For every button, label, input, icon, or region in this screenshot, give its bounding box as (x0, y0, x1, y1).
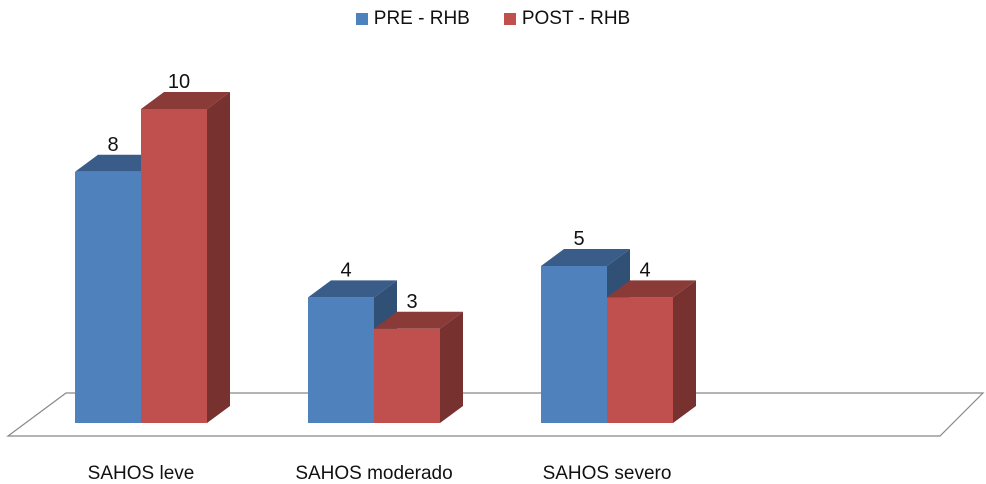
chart-floor (6, 392, 985, 437)
legend-swatch-pre (355, 13, 368, 25)
bar-top-1-0 (308, 280, 397, 298)
bar-2-0 (541, 266, 607, 423)
data-label-0-1: 10 (168, 71, 190, 93)
legend-label-post: POST - RHB (521, 8, 631, 29)
data-label-2-0: 5 (573, 228, 584, 250)
data-label-2-1: 4 (639, 259, 650, 281)
legend-item-pre: PRE - RHB (355, 8, 470, 30)
bar-0-1 (141, 109, 207, 423)
legend-label-pre: PRE - RHB (373, 8, 470, 29)
data-label-0-0: 8 (107, 134, 118, 156)
category-label-2: SAHOS severo (543, 463, 672, 484)
bar-top-1-1 (374, 311, 463, 329)
bar-0-0 (75, 171, 141, 423)
bar-1-0 (308, 297, 374, 423)
bar-side-1-1 (440, 311, 463, 423)
bar-top-2-1 (607, 280, 696, 298)
chart-legend: PRE - RHB POST - RHB (0, 8, 986, 30)
data-label-1-1: 3 (406, 291, 417, 313)
bar-2-1 (607, 297, 673, 423)
category-label-0: SAHOS leve (88, 463, 195, 484)
bar-side-0-1 (207, 92, 230, 423)
bar-top-0-1 (141, 92, 230, 109)
bar-top-2-0 (541, 249, 630, 266)
legend-item-post: POST - RHB (503, 8, 631, 30)
bar-1-1 (374, 328, 440, 423)
bar-side-2-1 (673, 280, 696, 423)
legend-swatch-post (503, 13, 516, 25)
category-label-1: SAHOS moderado (295, 463, 452, 484)
data-label-1-0: 4 (340, 259, 351, 281)
